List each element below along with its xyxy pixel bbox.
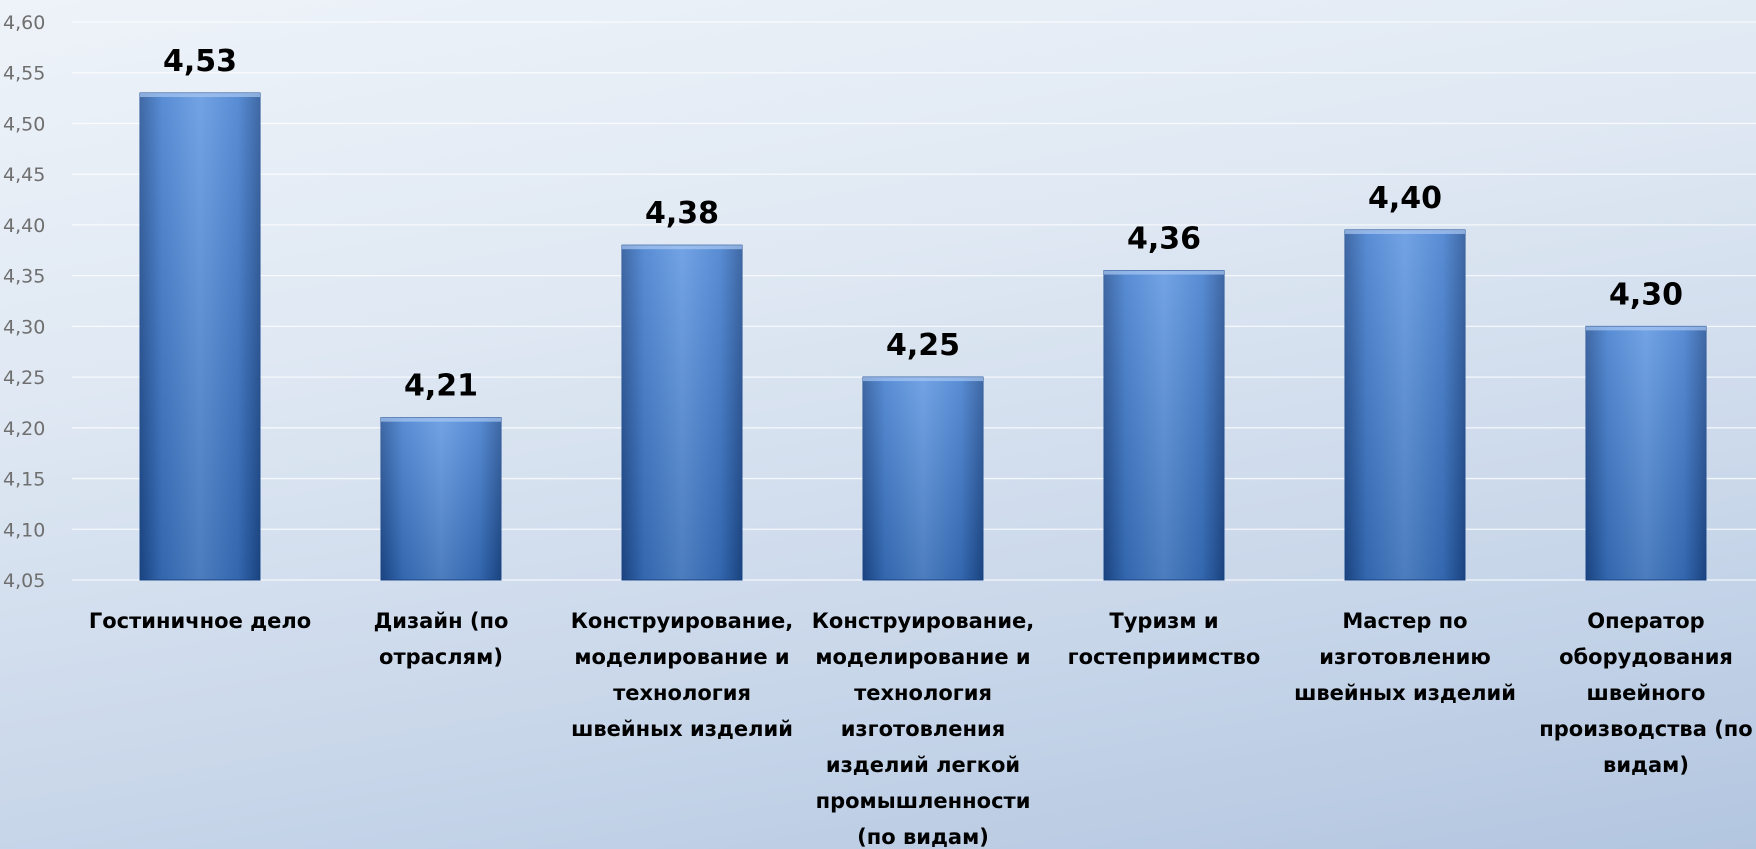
y-tick-label: 4,30: [3, 316, 45, 338]
category-label-line: швейного: [1587, 681, 1706, 705]
category-label-line: Мастер по: [1342, 609, 1467, 633]
y-tick-label: 4,45: [3, 164, 45, 186]
data-label: 4,30: [1609, 277, 1683, 312]
category-label-line: изготовлению: [1319, 645, 1490, 669]
category-label-line: технология: [613, 681, 751, 705]
y-tick-label: 4,40: [3, 215, 45, 237]
bar-top-highlight: [1586, 326, 1706, 331]
category-label-line: (по видам): [857, 825, 989, 849]
bar-shade: [381, 417, 501, 580]
category-label-line: видам): [1603, 753, 1689, 777]
bar-top-highlight: [622, 245, 742, 250]
bar-shade: [1104, 270, 1224, 580]
category-label-line: моделирование и: [815, 645, 1030, 669]
category-label-line: оборудования: [1559, 645, 1733, 669]
category-label: Конструирование, моделирование и технологи…: [812, 609, 1035, 849]
category-label-line: производства (по: [1539, 717, 1753, 741]
category-label-line: моделирование и: [574, 645, 789, 669]
data-label: 4,53: [163, 44, 237, 79]
category-label-line: изготовления: [841, 717, 1006, 741]
y-axis: 4,05 4,10 4,15 4,20 4,25 4,30 4,35 4,40 4,45 4,50…: [3, 12, 45, 592]
y-tick-label: 4,15: [3, 469, 45, 491]
category-label-line: промышленности: [816, 789, 1031, 813]
bar-top-highlight: [1104, 270, 1224, 275]
y-tick-label: 4,55: [3, 63, 45, 85]
bar-shade: [1345, 229, 1465, 580]
data-label: 4,25: [886, 328, 960, 363]
y-tick-label: 4,10: [3, 519, 45, 541]
category-label: Дизайн (по отраслям): [374, 609, 509, 669]
bar-shade: [622, 245, 742, 580]
bar-top-highlight: [863, 377, 983, 382]
category-label: Гостиничное дело: [89, 609, 311, 633]
y-tick-label: 4,25: [3, 367, 45, 389]
y-tick-label: 4,05: [3, 570, 45, 592]
category-label-line: Оператор: [1587, 609, 1704, 633]
category-label-line: отраслям): [379, 645, 503, 669]
data-label: 4,21: [404, 369, 478, 404]
category-label: Мастер по изготовлению швейных изделий: [1294, 609, 1516, 705]
y-tick-label: 4,20: [3, 418, 45, 440]
category-label-line: Гостиничное дело: [89, 609, 311, 633]
category-labels: Гостиничное дело Дизайн (по отраслям) Конст…: [89, 609, 1753, 849]
data-label: 4,40: [1368, 181, 1442, 216]
y-tick-label: 4,50: [3, 113, 45, 135]
bar-shade: [1586, 326, 1706, 580]
category-label-line: швейных изделий: [571, 717, 793, 741]
data-label: 4,36: [1127, 222, 1201, 257]
category-label-line: изделий легкой: [826, 753, 1020, 777]
y-tick-label: 4,35: [3, 266, 45, 288]
data-labels: 4,53 4,21 4,38 4,25 4,36 4,40 4,30: [163, 44, 1683, 404]
category-label-line: швейных изделий: [1294, 681, 1516, 705]
category-label-line: технология: [854, 681, 992, 705]
bar-top-highlight: [1345, 229, 1465, 234]
category-label: Туризм и гостеприимство: [1068, 609, 1261, 669]
category-label-line: Дизайн (по: [374, 609, 509, 633]
bars: [139, 92, 1707, 581]
bar-shade: [140, 93, 260, 580]
y-tick-label: 4,60: [3, 12, 45, 34]
category-label-line: Конструирование,: [812, 609, 1035, 633]
bar-top-highlight: [140, 93, 260, 98]
data-label: 4,38: [645, 196, 719, 231]
category-label-line: гостеприимство: [1068, 645, 1261, 669]
category-label-line: Туризм и: [1109, 609, 1218, 633]
category-label: Оператор оборудования швейного производства…: [1539, 609, 1753, 777]
bar-top-highlight: [381, 417, 501, 422]
category-label-line: Конструирование,: [571, 609, 794, 633]
bar-shade: [863, 377, 983, 580]
category-label: Конструирование, моделирование и технологи…: [571, 609, 794, 741]
